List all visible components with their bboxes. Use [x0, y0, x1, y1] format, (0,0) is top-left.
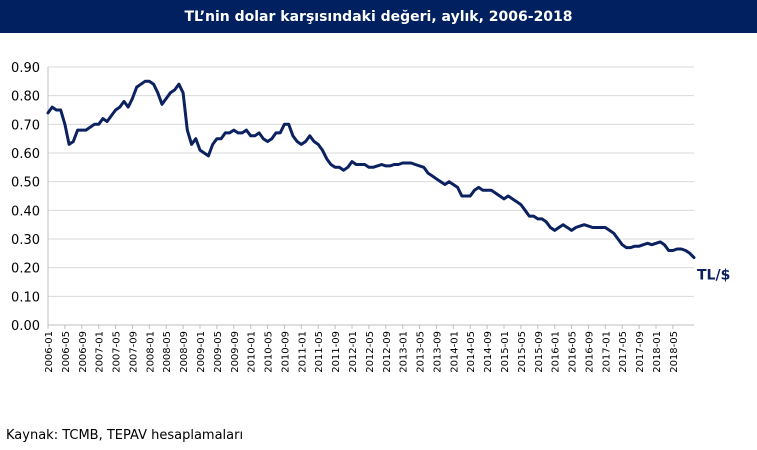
y-tick-label: 0.90: [11, 61, 40, 76]
x-tick-label: 2008-01: [145, 331, 156, 373]
x-tick-label: 2018-01: [652, 331, 663, 373]
y-tick-label: 0.80: [11, 90, 40, 105]
x-tick-label: 2008-09: [179, 331, 190, 373]
x-tick-label: 2011-05: [314, 331, 325, 373]
x-tick-label: 2014-09: [483, 331, 494, 373]
x-tick-label: 2018-05: [669, 331, 680, 373]
x-tick-label: 2012-01: [348, 331, 359, 373]
x-tick-label: 2009-09: [230, 331, 241, 373]
y-tick-label: 0.00: [11, 319, 40, 334]
y-axis-ticks: 0.00 0.10 0.20 0.30 0.40 0.50 0.60 0.70 0.80 0.90: [11, 61, 40, 334]
series: TL/$: [46, 79, 730, 284]
x-tick-label: 2017-09: [635, 331, 646, 373]
x-tick-label: 2010-05: [264, 331, 275, 373]
x-tick-label: 2016-01: [551, 331, 562, 373]
source-note: Kaynak: TCMB, TEPAV hesaplamaları: [6, 428, 244, 443]
x-tick-label: 2017-05: [618, 331, 629, 373]
x-tick-label: 2010-01: [247, 331, 258, 373]
x-tick-label: 2014-01: [449, 331, 460, 373]
x-tick-label: 2013-05: [416, 331, 427, 373]
chart-title: TL’nin dolar karşısındaki değeri, aylık,…: [184, 8, 573, 25]
y-tick-label: 0.20: [11, 262, 40, 277]
x-tick-label: 2016-05: [568, 331, 579, 373]
y-tick-label: 0.40: [11, 204, 40, 219]
x-tick-label: 2013-01: [399, 331, 410, 373]
x-tick-label: 2014-05: [466, 331, 477, 373]
chart-title-bar: TL’nin dolar karşısındaki değeri, aylık,…: [0, 0, 757, 33]
x-tick-label: 2017-01: [601, 331, 612, 373]
x-tick-label: 2012-05: [365, 331, 376, 373]
series-line-tl-usd: [46, 79, 696, 260]
y-tick-label: 0.10: [11, 290, 40, 305]
y-tick-label: 0.70: [11, 118, 40, 133]
series-label: TL/$: [697, 268, 730, 284]
x-tick-label: 2007-09: [128, 331, 139, 373]
x-tick-label: 2013-09: [432, 331, 443, 373]
x-tick-label: 2009-01: [196, 331, 207, 373]
x-tick-label: 2015-09: [534, 331, 545, 373]
x-tick-label: 2007-05: [112, 331, 123, 373]
x-tick-label: 2008-05: [162, 331, 173, 373]
axes: [47, 67, 694, 329]
x-tick-label: 2012-09: [382, 331, 393, 373]
x-tick-label: 2016-09: [584, 331, 595, 373]
x-tick-label: 2011-09: [331, 331, 342, 373]
y-tick-label: 0.50: [11, 176, 40, 191]
x-tick-label: 2015-01: [500, 331, 511, 373]
line-chart: 0.00 0.10 0.20 0.30 0.40 0.50 0.60 0.70 0.80 0.90…: [11, 61, 730, 373]
x-tick-label: 2006-05: [61, 331, 72, 373]
x-tick-label: 2010-09: [280, 331, 291, 373]
x-tick-label: 2011-01: [297, 331, 308, 373]
x-tick-label: 2007-01: [95, 331, 106, 373]
x-tick-label: 2015-05: [517, 331, 528, 373]
x-tick-label: 2009-05: [213, 331, 224, 373]
y-tick-label: 0.30: [11, 233, 40, 248]
x-tick-label: 2006-01: [44, 331, 55, 373]
gridlines: [48, 66, 694, 297]
x-axis-ticks: 2006-01 2006-05 2006-09 2007-01 2007-05 2007-…: [44, 331, 680, 373]
y-tick-label: 0.60: [11, 147, 40, 162]
x-tick-label: 2006-09: [78, 331, 89, 373]
